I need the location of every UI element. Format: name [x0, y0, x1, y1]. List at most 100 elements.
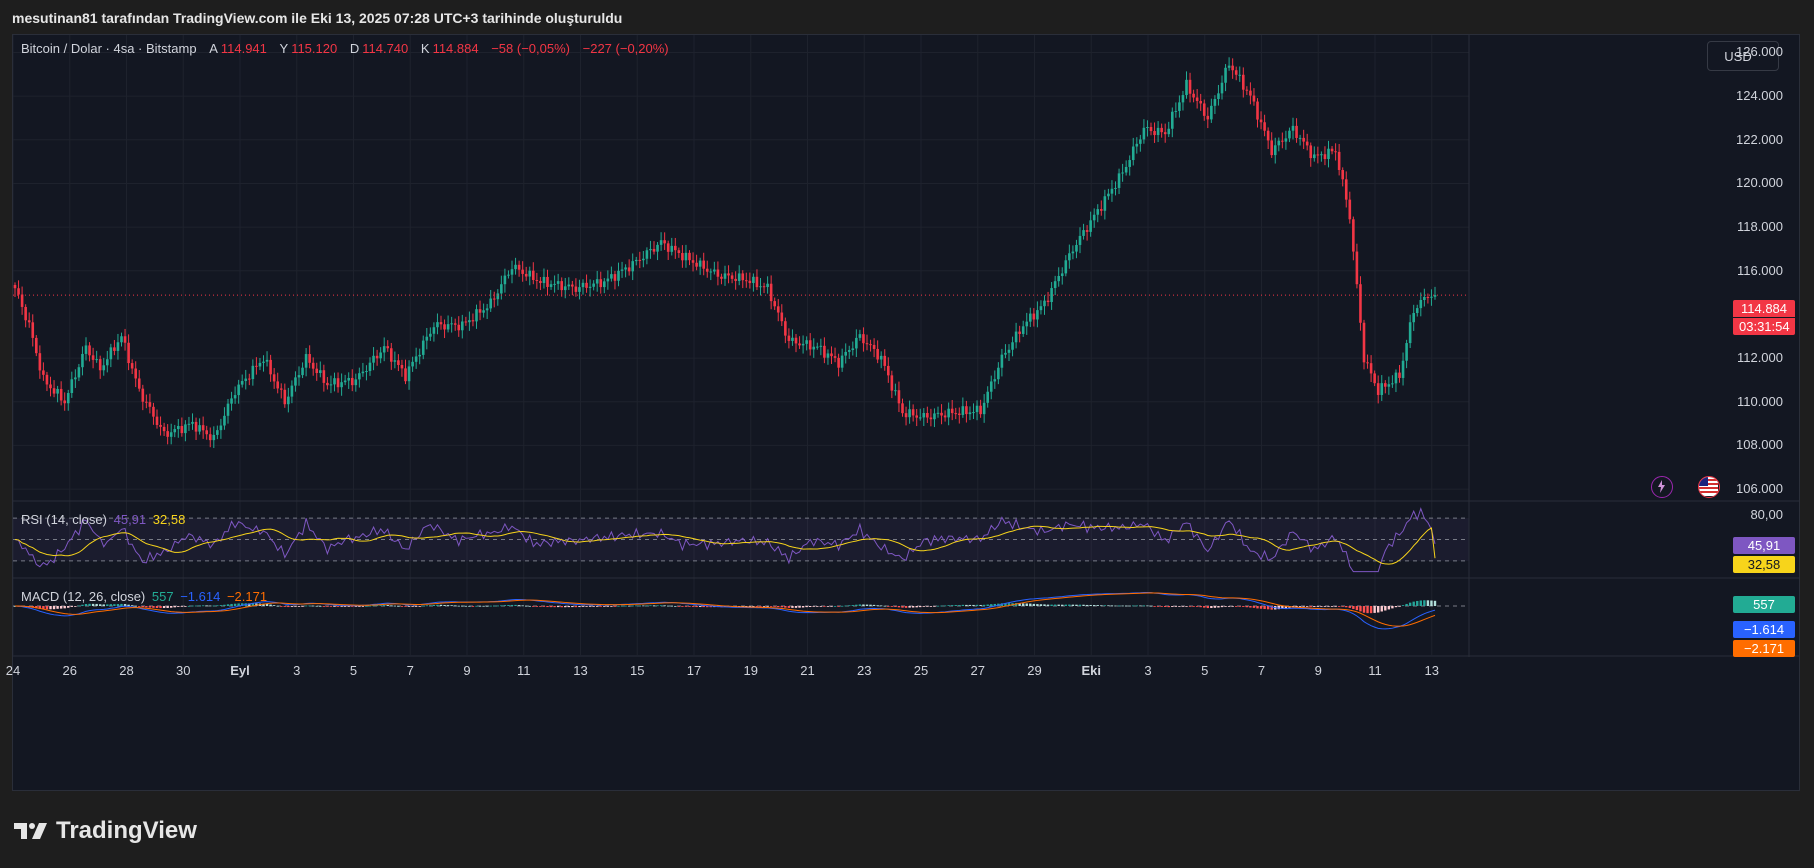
macd-hist-bar	[1139, 605, 1142, 607]
candle-body	[297, 375, 301, 378]
candle-body	[1249, 90, 1252, 96]
macd-hist-bar	[450, 605, 453, 607]
macd-hist-bar	[897, 606, 901, 608]
candle-body	[762, 286, 766, 288]
macd-hist-bar	[326, 606, 329, 607]
candle-body	[1369, 363, 1373, 374]
macd-hist-bar	[1270, 606, 1273, 610]
candle-body	[1188, 79, 1192, 94]
macd-label: MACD (12, 26, close)	[21, 589, 146, 604]
us-flag-icon[interactable]	[1698, 476, 1720, 498]
macd-hist-bar	[237, 603, 240, 606]
price-axis-label: 106.000	[1736, 481, 1783, 497]
candle-body	[1167, 128, 1171, 135]
macd-hist-bar	[1401, 605, 1405, 606]
candle-body	[187, 423, 191, 425]
candle-body	[741, 273, 745, 281]
macd-hist-bar	[755, 606, 759, 607]
macd-hist-bar	[848, 605, 851, 607]
macd-hist-bar	[922, 606, 925, 607]
candle-body	[890, 375, 894, 391]
candle-body	[1068, 253, 1071, 261]
macd-hist-bar	[425, 605, 428, 607]
rsi-ma-value: 32,58	[152, 512, 186, 527]
macd-hist-bar	[926, 606, 929, 607]
chart-frame[interactable]: Bitcoin / Dolar · 4sa · Bitstamp A 114.94…	[6, 34, 1800, 791]
candle-body	[1359, 284, 1362, 323]
time-axis-label: 29	[1027, 663, 1042, 678]
macd-hist-bar	[1405, 603, 1408, 606]
time-axis-label: 7	[1257, 663, 1266, 678]
candle-body	[1117, 173, 1121, 188]
macd-hist-bar	[1277, 606, 1280, 610]
candle-body	[691, 260, 695, 263]
macd-hist-bar	[649, 605, 652, 607]
macd-hist-bar	[635, 605, 638, 607]
candle-body	[1199, 101, 1202, 104]
macd-hist-bar	[940, 605, 943, 607]
macd-hist-bar	[312, 605, 315, 607]
macd-hist-bar	[287, 606, 290, 608]
rsi-axis-80: 80,00	[1750, 507, 1783, 522]
pane-separators	[13, 35, 1799, 657]
candle-body	[1263, 122, 1266, 131]
candle-body	[1394, 372, 1398, 384]
macd-hist-bar	[1369, 606, 1373, 614]
candle-body	[1096, 209, 1100, 215]
candle-body	[443, 324, 446, 330]
currency-button[interactable]: USD	[1707, 41, 1779, 71]
macd-hist-bar	[1249, 606, 1252, 608]
candle-body	[904, 413, 908, 418]
candle-body	[1256, 101, 1259, 120]
macd-hist-bar	[617, 605, 620, 607]
macd-hist-bar	[880, 605, 883, 607]
candle-body	[887, 365, 890, 376]
candle-body	[177, 425, 180, 430]
candle-body	[262, 361, 265, 363]
candle-body	[1423, 296, 1426, 300]
lightning-icon[interactable]	[1651, 476, 1673, 498]
macd-hist-bar	[798, 606, 801, 608]
tradingview-logo[interactable]: TradingView	[14, 817, 197, 845]
macd-hist-bar	[904, 606, 908, 608]
candle-body	[1025, 321, 1029, 327]
macd-hist-bar	[38, 606, 42, 609]
candle-body	[1060, 273, 1064, 277]
chart-canvas[interactable]	[13, 35, 1799, 790]
price-axis-label: 110.000	[1736, 393, 1783, 409]
price-axis-label: 118.000	[1736, 219, 1783, 235]
candle-body	[929, 417, 933, 420]
candle-body	[1284, 138, 1288, 142]
macd-hist-bar	[1043, 604, 1046, 606]
candle-body	[42, 370, 45, 375]
candle-body	[1156, 127, 1160, 136]
candle-body	[1384, 383, 1387, 387]
candle-body	[1121, 172, 1124, 174]
macd-hist-bar	[248, 603, 251, 606]
candle-body	[812, 346, 816, 350]
macd-hist-bar	[510, 604, 514, 606]
time-axis-label: 13	[1424, 663, 1439, 678]
macd-hist-bar	[1398, 606, 1401, 607]
candle-body	[982, 402, 986, 415]
candle-body	[1291, 125, 1295, 131]
macd-hist-bar	[954, 605, 957, 606]
macd-hist-bar	[887, 606, 890, 607]
macd-hist-bar	[1384, 606, 1387, 611]
macd-hist-bar	[354, 606, 357, 607]
macd-hist-bar	[383, 605, 386, 606]
macd-hist-bar	[709, 606, 712, 608]
macd-hist-bar	[1114, 605, 1117, 607]
candle-body	[457, 324, 461, 331]
candle-body	[1344, 179, 1348, 200]
macd-hist-bar	[1089, 604, 1092, 606]
candle-body	[1391, 383, 1394, 385]
candle-body	[1270, 140, 1273, 156]
candle-body	[98, 359, 102, 371]
candle-body	[74, 377, 77, 380]
candle-body	[276, 381, 279, 389]
candle-body	[1362, 322, 1366, 363]
macd-hist-bar	[610, 606, 613, 607]
candle-body	[1405, 343, 1408, 361]
candle-body	[31, 322, 35, 338]
